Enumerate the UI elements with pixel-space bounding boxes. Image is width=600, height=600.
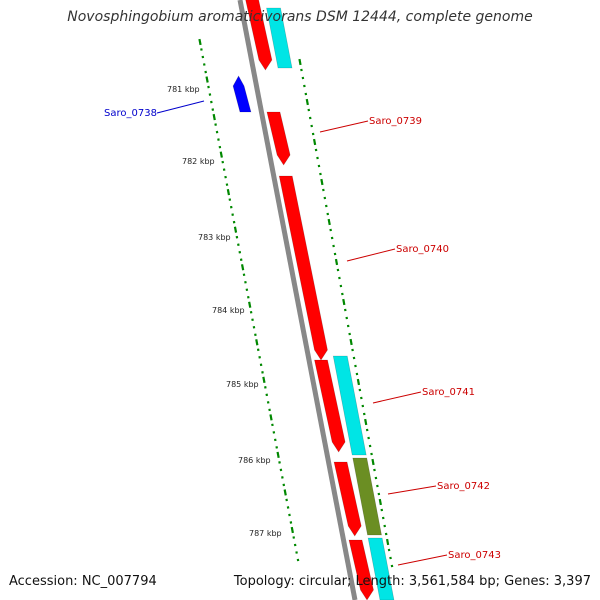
scale-dot bbox=[356, 378, 361, 386]
feature-track bbox=[266, 7, 395, 600]
scale-dot bbox=[226, 188, 231, 196]
gene-label-saro-0739[interactable]: Saro_0739 bbox=[319, 116, 422, 133]
scale-dot bbox=[255, 339, 259, 346]
feature-block[interactable] bbox=[352, 457, 382, 536]
tick-label: 787 kbp bbox=[249, 529, 282, 538]
cds-arrow[interactable] bbox=[333, 461, 362, 537]
tick-label: 785 kbp bbox=[226, 380, 259, 389]
gene-label-saro-0743[interactable]: Saro_0743 bbox=[397, 550, 501, 566]
scale-dots-inner bbox=[198, 38, 300, 562]
cds-track bbox=[232, 0, 374, 600]
scale-dot bbox=[269, 414, 273, 421]
scale-dots-outer bbox=[298, 58, 394, 568]
scale-dot bbox=[212, 113, 216, 121]
gene-labels: Saro_0738 Saro_0739 Saro_0740 Saro_0741 … bbox=[104, 100, 501, 566]
gene-label-saro-0742[interactable]: Saro_0742 bbox=[387, 481, 490, 495]
scale-dot bbox=[276, 451, 280, 459]
cds-arrow[interactable] bbox=[314, 359, 346, 453]
scale-dot bbox=[219, 151, 223, 158]
feature-block[interactable] bbox=[367, 537, 395, 600]
scale-dot bbox=[248, 301, 252, 308]
scale-dot bbox=[364, 418, 368, 426]
cds-arrow[interactable] bbox=[348, 539, 374, 600]
svg-text:Saro_0740: Saro_0740 bbox=[396, 244, 449, 255]
scale-dot bbox=[327, 218, 331, 226]
tick-label: 781 kbp bbox=[167, 85, 200, 94]
gene-label-saro-0738[interactable]: Saro_0738 bbox=[104, 100, 205, 119]
scale-dot bbox=[312, 138, 317, 146]
cds-arrow[interactable] bbox=[245, 0, 273, 71]
tick-labels: 781 kbp 782 kbp 783 kbp 784 kbp 785 kbp … bbox=[167, 85, 282, 538]
feature-block[interactable] bbox=[332, 355, 367, 456]
scale-dot bbox=[290, 526, 294, 534]
scale-dot bbox=[205, 76, 209, 83]
tick-label: 784 kbp bbox=[212, 306, 245, 315]
scale-dot bbox=[283, 489, 287, 496]
svg-text:Saro_0742: Saro_0742 bbox=[437, 481, 490, 492]
genome-backbone bbox=[237, 0, 358, 600]
scale-dot bbox=[240, 264, 245, 271]
topology-summary: Topology: circular; Length: 3,561,584 bp… bbox=[233, 574, 591, 589]
scale-dot bbox=[342, 298, 346, 306]
cds-arrow[interactable] bbox=[266, 111, 291, 166]
scale-dot bbox=[298, 58, 302, 66]
svg-text:Saro_0738: Saro_0738 bbox=[104, 108, 157, 119]
scale-dot bbox=[334, 258, 339, 266]
svg-text:Saro_0741: Saro_0741 bbox=[422, 387, 475, 398]
gene-label-saro-0741[interactable]: Saro_0741 bbox=[372, 387, 475, 404]
feature-block[interactable] bbox=[266, 7, 293, 69]
scale-dot bbox=[349, 338, 353, 346]
gene-label-saro-0740[interactable]: Saro_0740 bbox=[346, 244, 449, 262]
scale-dot bbox=[378, 498, 382, 506]
accession-text: Accession: NC_007794 bbox=[9, 574, 157, 589]
svg-text:Saro_0743: Saro_0743 bbox=[448, 550, 501, 561]
scale-dot bbox=[198, 38, 202, 46]
tick-label: 786 kbp bbox=[238, 456, 271, 465]
scale-dot bbox=[371, 458, 375, 466]
tick-label: 782 kbp bbox=[182, 157, 215, 166]
map-title: Novosphingobium aromaticivorans DSM 1244… bbox=[67, 9, 533, 25]
cds-arrow[interactable] bbox=[278, 175, 328, 361]
scale-dot bbox=[262, 376, 266, 383]
scale-dot bbox=[385, 538, 390, 546]
scale-dot bbox=[320, 178, 324, 186]
scale-dot bbox=[233, 226, 238, 233]
cds-arrow-reverse[interactable] bbox=[232, 75, 252, 113]
svg-text:Saro_0739: Saro_0739 bbox=[369, 116, 422, 127]
scale-dot bbox=[305, 98, 309, 106]
tick-label: 783 kbp bbox=[198, 233, 231, 242]
